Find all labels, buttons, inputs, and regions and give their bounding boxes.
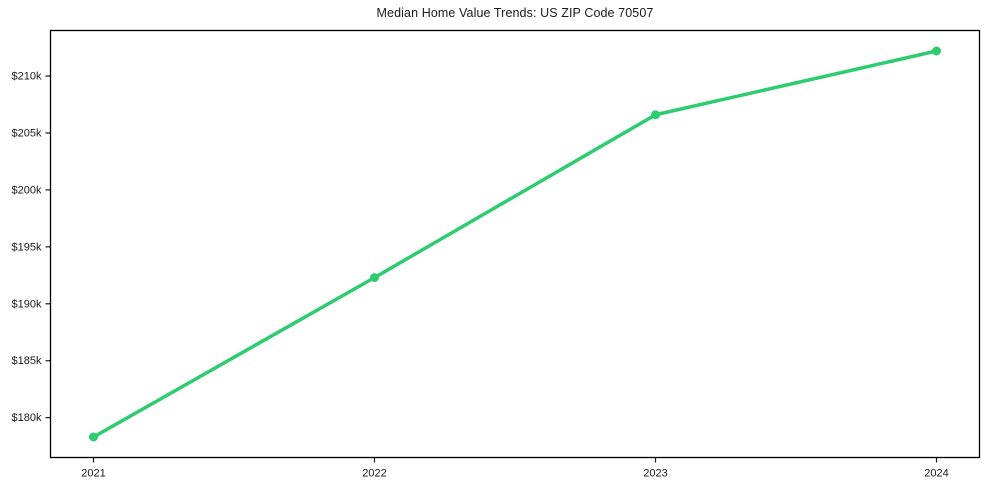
y-tick-label: $195k: [12, 241, 42, 253]
y-tick-label: $200k: [12, 184, 42, 196]
data-point-2021: [88, 432, 98, 442]
y-tick-label: $205k: [12, 127, 42, 139]
y-tick-label: $190k: [12, 298, 42, 310]
x-tick-label: 2024: [924, 468, 948, 480]
data-point-2024: [932, 46, 942, 56]
x-tick-label: 2021: [81, 468, 105, 480]
data-point-2023: [651, 110, 661, 120]
chart-title: Median Home Value Trends: US ZIP Code 70…: [376, 6, 654, 20]
y-tick-label: $210k: [12, 71, 42, 83]
trend-line: [91, 49, 939, 439]
y-tick-label: $180k: [12, 412, 42, 424]
y-tick-label: $185k: [12, 355, 42, 367]
x-tick-label: 2023: [643, 468, 667, 480]
data-point-2022: [369, 273, 379, 283]
x-tick-label: 2022: [362, 468, 386, 480]
plot-border: [49, 29, 981, 459]
